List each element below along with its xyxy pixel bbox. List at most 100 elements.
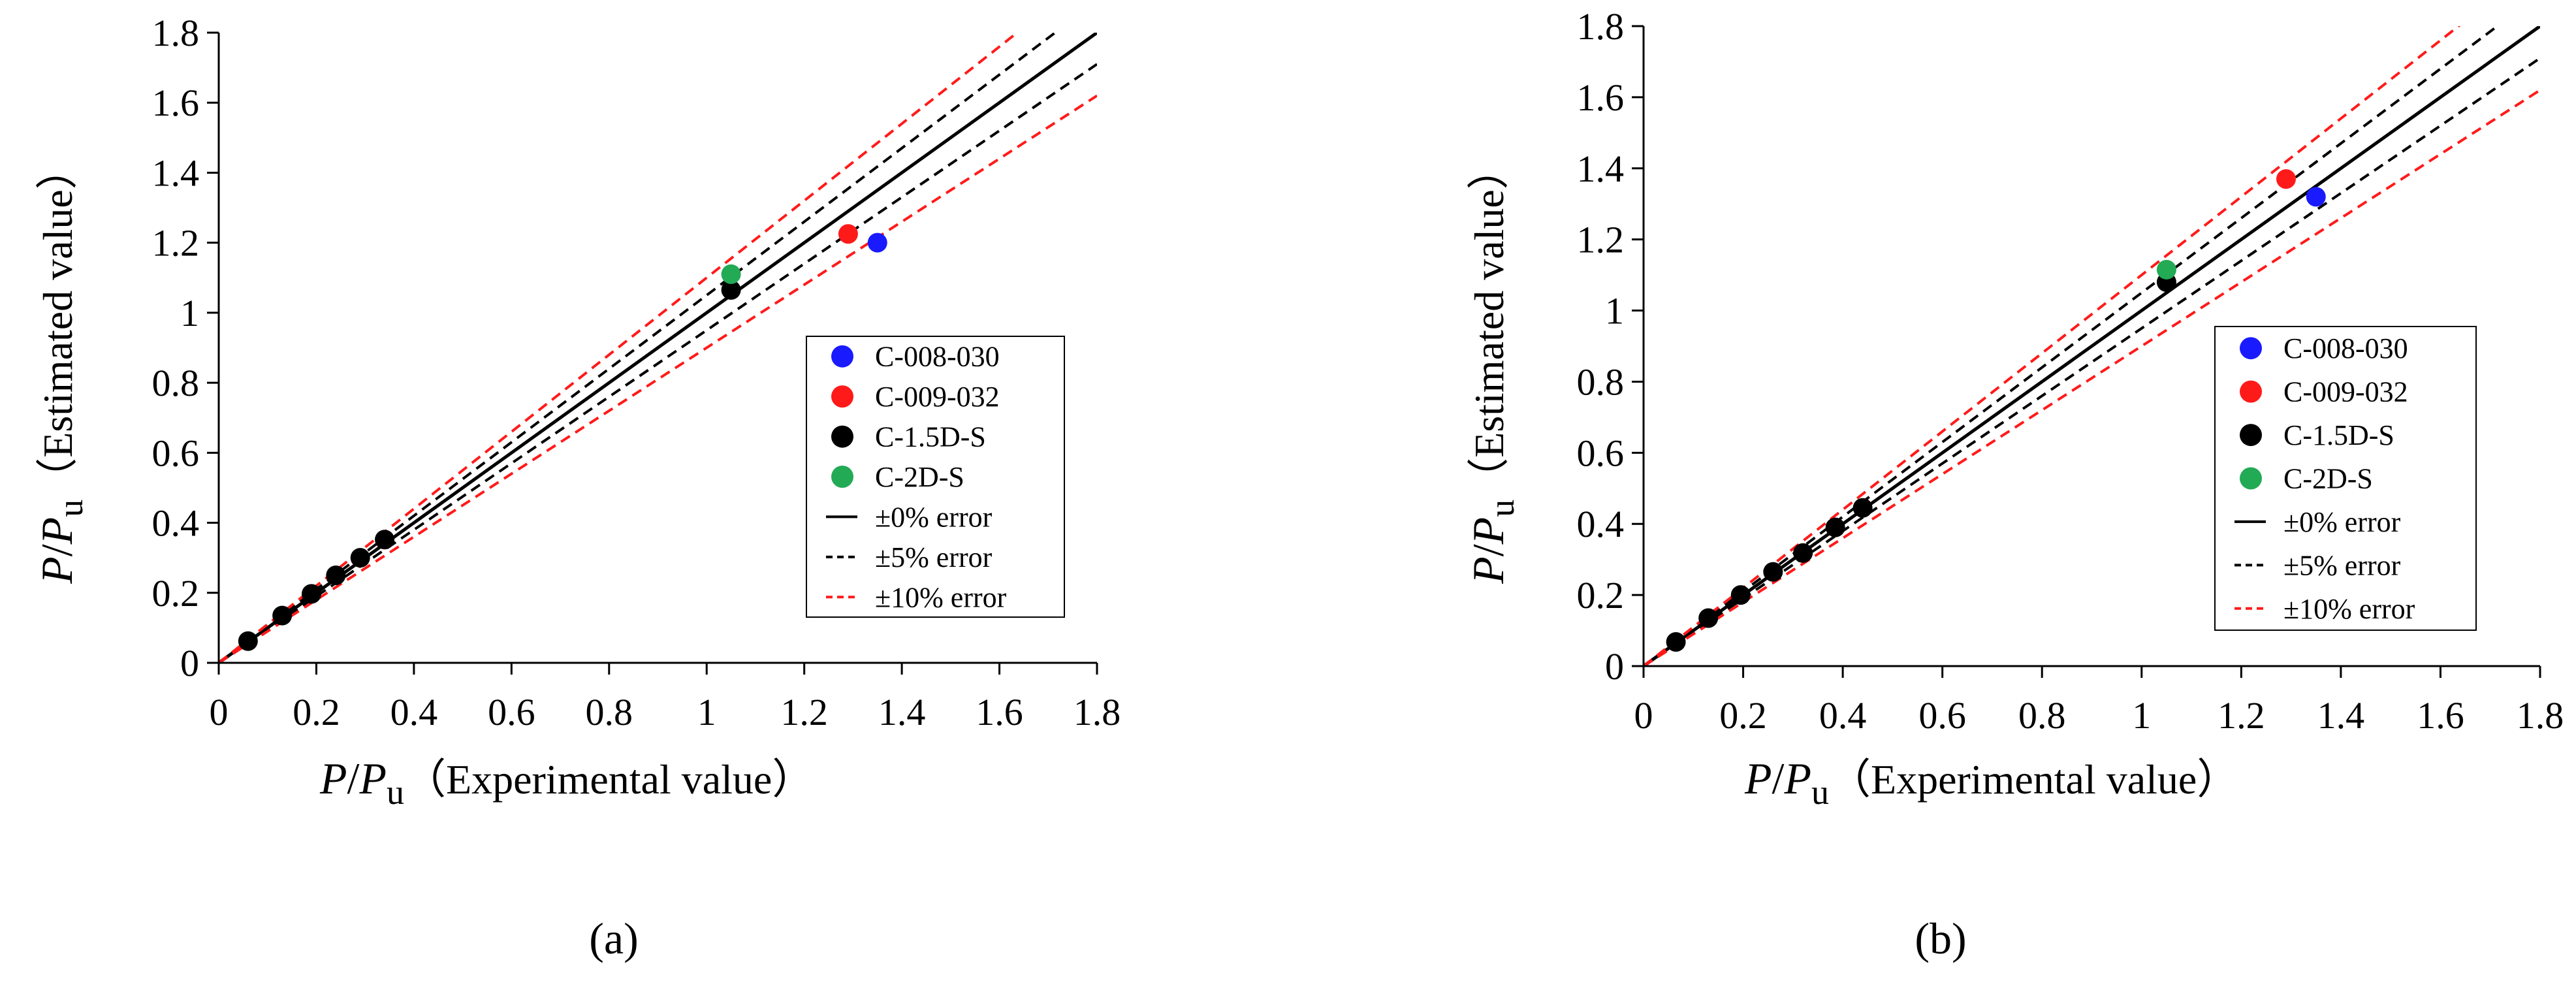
x-label-var2: P	[358, 754, 387, 803]
chart-panel-a: 0 0.2 0.4 0.6 0.8 1 1.2 1.4 1.6 1.8 0 0.2 0.4 0.6 0.8 1…	[0, 0, 1288, 987]
x-tick-label: 0.8	[586, 691, 633, 733]
x-tick-label: 1.4	[2317, 694, 2365, 737]
legend-label: C-1.5D-S	[875, 421, 986, 453]
x-tick-label: 0	[210, 691, 229, 733]
x-tick-label: 1	[697, 691, 716, 733]
legend-marker-c-008-030	[2240, 337, 2262, 360]
chart-a-svg: 0 0.2 0.4 0.6 0.8 1 1.2 1.4 1.6 1.8 0 0.2 0.4 0.6 0.8 1…	[32, 12, 1121, 963]
y-label-var: P	[1463, 556, 1513, 584]
data-point-c-1.5d-s	[1793, 543, 1813, 563]
x-tick-label: 1.6	[2417, 694, 2464, 737]
legend-label: C-009-032	[875, 381, 1000, 413]
y-tick-label: 1.2	[1577, 219, 1625, 261]
y-tick-label: 1.6	[1577, 76, 1625, 119]
y-tick-label: 1	[1605, 290, 1624, 332]
legend-marker-c-009-032	[831, 385, 853, 408]
x-label-sub: u	[1811, 773, 1829, 812]
data-point-c-008-030	[2306, 187, 2326, 207]
legend-label: C-2D-S	[875, 461, 964, 493]
legend-label: C-008-030	[875, 341, 1000, 373]
y-tick-label: 1.8	[152, 12, 200, 54]
x-axis-label: P/Pu（Experimental value）	[1744, 754, 2238, 812]
data-point-c-1.5d-s	[238, 631, 258, 651]
legend-marker-c-009-032	[2240, 380, 2262, 403]
y-label-var2: P	[32, 517, 82, 545]
x-label-var: P	[319, 754, 347, 803]
x-label-slash: /	[1772, 754, 1785, 803]
y-label-text: （Estimated value）	[1466, 148, 1512, 500]
data-point-c-1.5d-s	[1852, 498, 1873, 518]
legend-label: C-009-032	[2283, 376, 2408, 408]
x-tick-label: 1.8	[1073, 691, 1121, 733]
y-tick-label: 0.4	[152, 502, 200, 545]
x-tick-label: 1.6	[976, 691, 1023, 733]
y-label-slash: /	[32, 544, 82, 556]
data-point-c-009-032	[2276, 169, 2296, 189]
y-label-text: （Estimated value）	[35, 148, 81, 500]
x-tick-label: 0.4	[390, 691, 438, 733]
x-label-sub: u	[387, 773, 404, 812]
legend-label: C-1.5D-S	[2283, 419, 2394, 451]
x-tick-label: 0.8	[2018, 694, 2066, 737]
panel-caption: (b)	[1915, 914, 1966, 963]
y-tick-label: 1.6	[152, 82, 200, 124]
data-point-c-1.5d-s	[721, 280, 741, 300]
y-tick-label: 0.8	[1577, 360, 1625, 403]
legend-marker-c-2d-s	[2240, 467, 2262, 490]
data-point-c-1.5d-s	[1730, 585, 1751, 605]
ref-line-0-0	[1644, 26, 2540, 666]
legend-label: ±10% error	[875, 581, 1007, 613]
x-label-slash: /	[347, 754, 360, 803]
legend-label: ±5% error	[875, 541, 993, 573]
ref-line-2-1	[1644, 89, 2540, 666]
data-point-c-008-030	[867, 232, 887, 253]
legend-marker-c-1.5d-s	[831, 425, 853, 448]
x-tick-label: 1.8	[2517, 694, 2564, 737]
legend-label: ±5% error	[2283, 549, 2401, 581]
x-tick-label: 1.2	[780, 691, 828, 733]
x-tick-label: 0.6	[1918, 694, 1966, 737]
x-label-text: （Experimental value）	[404, 756, 814, 803]
x-tick-label: 0	[1634, 694, 1653, 737]
y-tick-label: 1	[180, 292, 199, 334]
legend-label: C-2D-S	[2283, 463, 2373, 495]
x-label-var: P	[1744, 754, 1772, 803]
data-point-c-1.5d-s	[326, 565, 346, 585]
legend-label: ±10% error	[2283, 593, 2415, 625]
legend-marker-c-008-030	[831, 345, 853, 368]
ref-line-1-1	[1644, 57, 2540, 666]
legend-label: ±0% error	[2283, 506, 2401, 538]
y-tick-label: 1.2	[152, 222, 200, 264]
y-label-var2: P	[1463, 517, 1513, 545]
data-point-c-1.5d-s	[272, 605, 293, 626]
y-tick-label: 0	[1605, 645, 1624, 688]
legend-marker-c-2d-s	[831, 466, 853, 488]
y-tick-label: 0	[180, 642, 199, 684]
y-tick-label: 0.6	[152, 432, 200, 474]
y-label-slash: /	[1463, 544, 1513, 556]
y-tick-label: 1.4	[1577, 148, 1625, 190]
data-point-c-1.5d-s	[375, 530, 395, 550]
y-tick-label: 1.8	[1577, 5, 1625, 48]
data-point-c-1.5d-s	[301, 584, 321, 604]
legend-label: ±0% error	[875, 501, 993, 533]
x-label-var2: P	[1783, 754, 1811, 803]
chart-b-svg: 0 0.2 0.4 0.6 0.8 1 1.2 1.4 1.6 1.8 0 0.2 0.4 0.6 0.8 1…	[1463, 5, 2564, 963]
x-tick-label: 0.6	[488, 691, 535, 733]
y-axis-label: P/Pu（Estimated value）	[1463, 148, 1521, 584]
data-point-c-1.5d-s	[1825, 517, 1845, 537]
y-tick-label: 0.2	[1577, 574, 1625, 616]
x-tick-label: 0.2	[1719, 694, 1767, 737]
y-tick-label: 1.4	[152, 152, 200, 194]
y-label-sub: u	[1482, 500, 1521, 517]
x-label-text: （Experimental value）	[1829, 756, 2238, 803]
data-point-c-1.5d-s	[1763, 562, 1783, 582]
y-label-sub: u	[51, 500, 90, 517]
data-point-c-009-032	[838, 224, 858, 244]
data-point-c-1.5d-s	[1666, 631, 1686, 652]
x-tick-label: 1.2	[2218, 694, 2265, 737]
data-point-c-2d-s	[721, 264, 741, 284]
x-tick-label: 0.4	[1819, 694, 1867, 737]
y-label-var: P	[32, 556, 82, 584]
ref-line-2-0	[1644, 26, 2461, 666]
